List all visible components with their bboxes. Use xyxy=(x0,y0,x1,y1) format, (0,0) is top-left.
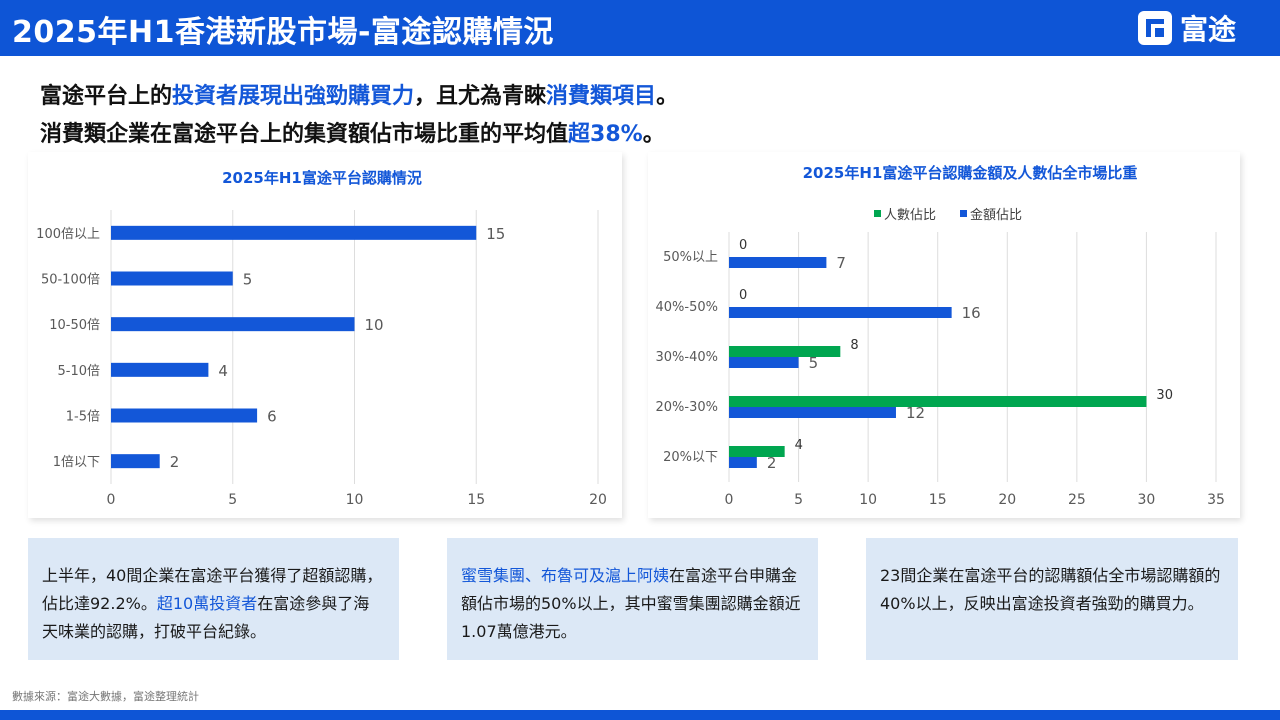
chart-2-x-tick-label: 5 xyxy=(794,492,803,508)
chart-2-x-tick-label: 20 xyxy=(998,492,1016,508)
chart-2-legend-swatch xyxy=(960,210,967,217)
chart-2-data-label-people-share: 0 xyxy=(739,238,747,253)
chart-2-x-tick-label: 10 xyxy=(859,492,877,508)
headline-2-highlight: 超38% xyxy=(568,122,643,147)
info-box-1-text-1: 上半年，40間企業在富途平台獲得了超額認購，佔比達92.2%。 xyxy=(42,566,383,613)
chart-1-bar xyxy=(111,271,233,286)
headline-1-highlight-1: 投資者展現出強勁購買力 xyxy=(172,84,415,109)
chart-1-category-label: 100倍以上 xyxy=(36,227,100,242)
chart-2-x-tick-label: 30 xyxy=(1138,492,1156,508)
chart-1-category-label: 10-50倍 xyxy=(49,318,100,333)
chart-1-bar xyxy=(111,454,160,469)
futu-logo: 富途 xyxy=(1138,10,1236,46)
chart-2-bar-amount-share xyxy=(729,257,827,268)
headline-1-pre: 富途平台上的 xyxy=(40,84,173,109)
chart-panel-market-share: 2025年H1富途平台認購金額及人數佔全市場比重 人數佔比 金額佔比 0 5 10 15 20… xyxy=(648,152,1240,518)
chart-2-category-label: 30%-40% xyxy=(656,350,718,365)
chart-1-data-label: 10 xyxy=(365,316,384,334)
page-title: 2025年H1香港新股市場-富途認購情況 xyxy=(12,15,554,50)
chart-1-data-label: 4 xyxy=(218,362,228,380)
headline-2-pre: 消費類企業在富途平台上的集資額佔市場比重的平均值 xyxy=(40,122,569,147)
chart-2-legend-label: 金額佔比 xyxy=(970,207,1022,223)
chart-1-title: 2025年H1富途平台認購情況 xyxy=(222,169,422,187)
chart-2-legend-label: 人數佔比 xyxy=(884,208,936,223)
chart-1-category-label: 5-10倍 xyxy=(57,364,100,379)
headline-line-1: 富途平台上的投資者展現出強勁購買力，且尤為青睞消費類項目。 xyxy=(40,78,678,110)
chart-2-x-tick-label: 15 xyxy=(929,492,947,508)
chart-1-data-label: 5 xyxy=(243,271,253,289)
headline-1-mid: ，且尤為青睞 xyxy=(414,84,547,109)
chart-2-x-tick-label: 0 xyxy=(725,492,734,508)
info-box-2-text-1: 在富途平台申購金額佔市場的50%以上，其中蜜雪集團認購金額近1.07萬億港元。 xyxy=(461,566,801,641)
info-box-2: 蜜雪集團、布魯可及滬上阿姨在富途平台申購金額佔市場的50%以上，其中蜜雪集團認購… xyxy=(447,538,818,660)
chart-2-data-label-amount-share: 7 xyxy=(836,254,846,272)
header-bar: 2025年H1香港新股市場-富途認購情況 富途 xyxy=(0,0,1280,56)
subscription-bar-chart: 2025年H1富途平台認購情況 0 5 10 15 20 100倍以上 15 50-100倍 5 1… xyxy=(36,169,607,508)
data-source-note: 數據來源：富途大數據，富途整理統計 xyxy=(12,690,199,703)
chart-2-category-label: 40%-50% xyxy=(656,300,718,315)
chart-2-x-tick-label: 35 xyxy=(1207,492,1225,508)
chart-2-bar-people-share xyxy=(729,446,785,457)
chart-2-title: 2025年H1富途平台認購金額及人數佔全市場比重 xyxy=(803,164,1138,182)
chart-1-x-tick-label: 20 xyxy=(589,492,607,508)
chart-1-data-label: 6 xyxy=(267,408,277,426)
chart-2-bar-amount-share xyxy=(729,307,952,318)
chart-1-category-label: 1倍以下 xyxy=(53,455,100,470)
headline-2-post: 。 xyxy=(642,122,665,147)
headline-1-post: 。 xyxy=(656,84,679,109)
headline-line-2: 消費類企業在富途平台上的集資額佔市場比重的平均值超38%。 xyxy=(40,116,665,148)
chart-1-x-tick-label: 5 xyxy=(228,492,237,508)
chart-2-category-label: 20%-30% xyxy=(656,400,718,415)
chart-2-data-label-people-share: 0 xyxy=(739,288,747,303)
chart-1-bar xyxy=(111,225,477,240)
chart-2-data-label-amount-share: 5 xyxy=(809,354,819,372)
chart-2-bar-amount-share xyxy=(729,407,896,418)
chart-1-data-label: 2 xyxy=(170,453,180,471)
headline-1-highlight-2: 消費類項目 xyxy=(546,84,657,109)
chart-2-bar-amount-share xyxy=(729,457,757,468)
info-box-3: 23間企業在富途平台的認購額佔全市場認購額的40%以上，反映出富途投資者強勁的購… xyxy=(866,538,1238,660)
info-box-2-highlight: 蜜雪集團、布魯可及滬上阿姨 xyxy=(461,566,670,585)
chart-2-category-label: 20%以下 xyxy=(663,450,718,465)
chart-1-data-label: 15 xyxy=(486,225,505,243)
chart-1-category-label: 50-100倍 xyxy=(41,273,100,288)
chart-1-x-tick-label: 15 xyxy=(467,492,485,508)
chart-2-legend-swatch xyxy=(874,210,881,217)
info-box-1-highlight: 超10萬投資者 xyxy=(156,594,258,613)
futu-logo-icon xyxy=(1138,11,1172,45)
chart-2-data-label-people-share: 8 xyxy=(850,338,858,353)
chart-2-x-tick-label: 25 xyxy=(1068,492,1086,508)
chart-2-bar-people-share xyxy=(729,396,1147,407)
chart-2-bar-amount-share xyxy=(729,357,799,368)
chart-1-category-label: 1-5倍 xyxy=(66,410,100,425)
chart-panel-subscription: 2025年H1富途平台認購情況 0 5 10 15 20 100倍以上 15 50-100倍 5 1… xyxy=(28,152,622,518)
info-box-3-text-1: 23間企業在富途平台的認購額佔全市場認購額的40%以上，反映出富途投資者強勁的購… xyxy=(880,566,1221,613)
chart-2-category-label: 50%以上 xyxy=(663,250,718,265)
chart-2-data-label-amount-share: 12 xyxy=(906,404,925,422)
logo-text: 富途 xyxy=(1180,13,1237,46)
info-box-1: 上半年，40間企業在富途平台獲得了超額認購，佔比達92.2%。超10萬投資者在富… xyxy=(28,538,399,660)
chart-1-x-tick-label: 10 xyxy=(346,492,364,508)
chart-2-data-label-people-share: 30 xyxy=(1156,388,1173,403)
chart-2-data-label-amount-share: 2 xyxy=(767,454,777,472)
info-box-1-text-2: 在富途參與了海天味業的認購，打破平台紀錄。 xyxy=(42,594,370,641)
chart-1-bar xyxy=(111,408,258,423)
chart-1-x-tick-label: 0 xyxy=(107,492,116,508)
chart-2-data-label-people-share: 4 xyxy=(795,438,803,453)
chart-2-data-label-amount-share: 16 xyxy=(962,304,981,322)
footer-bar xyxy=(0,710,1280,720)
chart-1-bar xyxy=(111,362,209,377)
chart-2-bar-people-share xyxy=(729,346,841,357)
chart-1-bar xyxy=(111,317,355,332)
